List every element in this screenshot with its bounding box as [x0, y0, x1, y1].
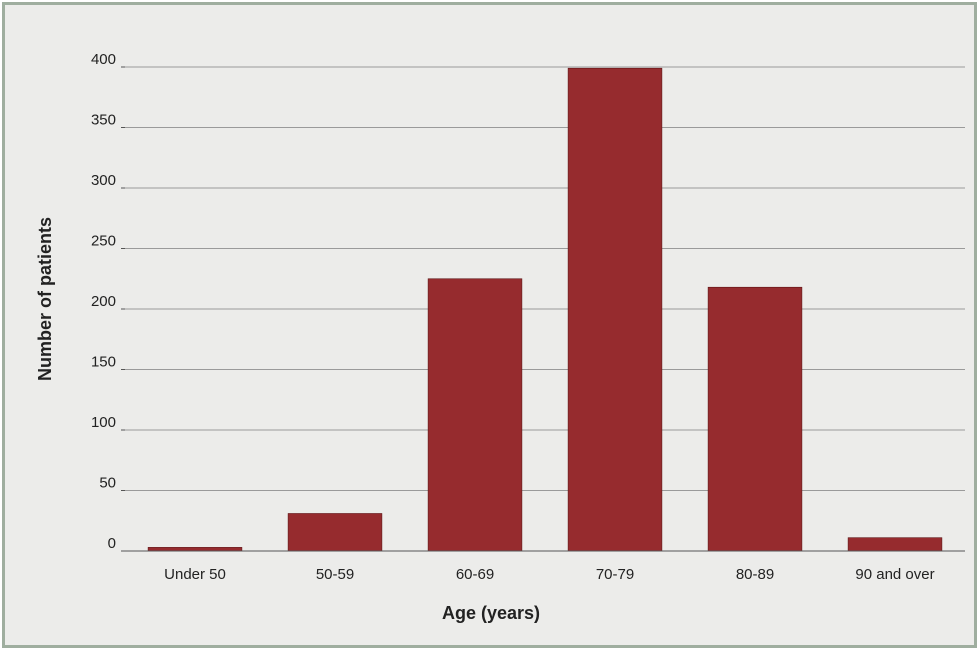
y-tick-label: 50 [99, 475, 116, 492]
gridlines [125, 66, 965, 491]
bar-under-50 [147, 547, 243, 552]
x-axis-title: Age (years) [442, 603, 540, 623]
y-tick-label: 400 [91, 51, 116, 68]
x-tick-label: Under 50 [164, 566, 226, 583]
y-axis-title: Number of patients [35, 217, 55, 381]
y-tick-label: 300 [91, 172, 116, 189]
y-tick-label: 200 [91, 293, 116, 310]
y-tick-label: 0 [108, 535, 116, 552]
bar-90-and-over [847, 537, 943, 552]
y-tick-label: 250 [91, 233, 116, 250]
y-tick-label: 100 [91, 414, 116, 431]
bar-50-59 [287, 513, 383, 552]
x-axis-ticks: Under 50 50-59 60-69 70-79 80-89 90 and over [164, 566, 934, 583]
bar-80-89 [707, 286, 803, 552]
x-tick-label: 70-79 [596, 566, 634, 583]
bars [147, 67, 943, 552]
y-tick-label: 350 [91, 112, 116, 129]
x-tick-label: 50-59 [316, 566, 354, 583]
x-tick-label: 60-69 [456, 566, 494, 583]
y-axis-ticks: 0 50 100 150 200 250 300 350 400 [91, 51, 125, 552]
bar-60-69 [427, 278, 523, 552]
bar-70-79 [567, 67, 663, 552]
x-tick-label: 80-89 [736, 566, 774, 583]
x-tick-label: 90 and over [855, 566, 934, 583]
y-tick-label: 150 [91, 354, 116, 371]
